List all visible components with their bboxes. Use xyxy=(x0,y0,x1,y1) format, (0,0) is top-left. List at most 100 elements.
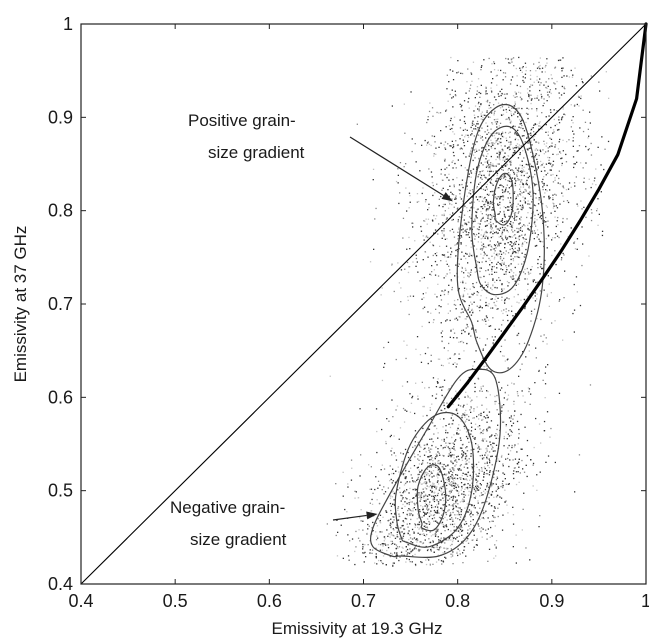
scatter-point xyxy=(470,455,472,457)
scatter-point xyxy=(537,81,540,83)
scatter-point xyxy=(417,441,419,443)
scatter-point xyxy=(572,130,574,132)
scatter-point xyxy=(485,177,487,179)
scatter-point xyxy=(427,236,429,239)
scatter-point xyxy=(432,470,435,472)
scatter-point xyxy=(486,485,488,487)
scatter-point xyxy=(415,254,417,256)
scatter-point xyxy=(447,442,450,444)
scatter-point xyxy=(577,150,579,152)
scatter-point xyxy=(498,95,500,97)
scatter-point xyxy=(512,170,514,172)
scatter-point xyxy=(485,166,488,168)
scatter-point xyxy=(460,242,462,244)
scatter-point xyxy=(442,179,444,181)
scatter-point xyxy=(414,546,416,548)
scatter-point xyxy=(520,219,522,221)
scatter-point xyxy=(561,185,564,187)
scatter-point xyxy=(533,230,536,232)
scatter-point xyxy=(451,228,454,230)
scatter-point xyxy=(508,118,510,120)
scatter-point xyxy=(443,228,445,230)
scatter-point xyxy=(528,390,530,393)
scatter-point xyxy=(459,196,461,198)
scatter-point xyxy=(502,252,505,254)
scatter-point xyxy=(413,502,416,505)
scatter-point xyxy=(369,261,372,263)
scatter-point xyxy=(519,96,522,98)
scatter-point xyxy=(444,160,446,162)
scatter-point xyxy=(427,256,429,258)
scatter-point xyxy=(463,100,466,102)
scatter-point xyxy=(424,502,427,504)
scatter-point xyxy=(558,392,561,394)
scatter-point xyxy=(494,435,496,437)
scatter-point xyxy=(396,527,398,529)
scatter-point xyxy=(511,270,513,272)
scatter-point xyxy=(424,480,427,483)
scatter-point xyxy=(515,483,518,486)
scatter-point xyxy=(418,528,420,530)
scatter-point xyxy=(497,196,500,198)
scatter-point xyxy=(507,453,510,455)
scatter-point xyxy=(483,245,485,248)
scatter-point xyxy=(434,458,436,460)
scatter-point xyxy=(456,363,458,365)
scatter-point xyxy=(407,544,409,546)
scatter-point xyxy=(536,183,538,186)
scatter-point xyxy=(465,92,467,94)
scatter-point xyxy=(487,165,489,168)
scatter-point xyxy=(466,463,468,465)
scatter-point xyxy=(478,236,480,238)
scatter-point xyxy=(530,226,532,228)
scatter-point xyxy=(408,539,410,541)
scatter-point xyxy=(426,474,428,476)
scatter-point xyxy=(495,243,498,245)
scatter-point xyxy=(453,487,455,490)
scatter-point xyxy=(452,144,455,146)
scatter-point xyxy=(465,156,467,158)
scatter-point xyxy=(474,238,476,240)
scatter-point xyxy=(479,470,481,472)
scatter-point xyxy=(451,485,453,487)
scatter-point xyxy=(446,88,448,90)
scatter-point xyxy=(469,193,472,195)
scatter-point xyxy=(495,180,497,182)
scatter-point xyxy=(501,283,503,285)
scatter-point xyxy=(445,432,447,434)
scatter-point xyxy=(503,213,506,215)
scatter-point xyxy=(437,382,439,384)
scatter-point xyxy=(477,377,479,380)
scatter-point xyxy=(354,550,356,553)
scatter-point xyxy=(508,444,510,447)
scatter-point xyxy=(464,421,466,423)
scatter-point xyxy=(455,510,458,512)
scatter-point xyxy=(449,357,451,359)
scatter-point xyxy=(498,460,501,462)
scatter-point xyxy=(538,61,540,64)
scatter-point xyxy=(474,220,476,222)
scatter-point xyxy=(463,500,465,502)
scatter-point xyxy=(529,97,531,99)
scatter-point xyxy=(552,160,555,162)
scatter-point xyxy=(562,221,564,223)
scatter-point xyxy=(364,551,366,554)
scatter-point xyxy=(502,113,505,116)
scatter-point xyxy=(516,107,519,109)
annotation-positive-line2: size gradient xyxy=(208,143,305,162)
scatter-point xyxy=(466,316,468,318)
scatter-point xyxy=(472,191,474,193)
scatter-point xyxy=(597,198,599,200)
scatter-point xyxy=(514,241,516,244)
scatter-point xyxy=(481,178,483,180)
scatter-point xyxy=(505,228,507,230)
scatter-point xyxy=(500,114,503,116)
scatter-point xyxy=(525,190,527,192)
scatter-point xyxy=(484,161,486,163)
scatter-point xyxy=(443,474,445,476)
scatter-point xyxy=(397,507,399,509)
scatter-point xyxy=(482,139,484,141)
scatter-point xyxy=(554,216,556,218)
scatter-point xyxy=(466,223,468,226)
scatter-point xyxy=(478,106,481,108)
